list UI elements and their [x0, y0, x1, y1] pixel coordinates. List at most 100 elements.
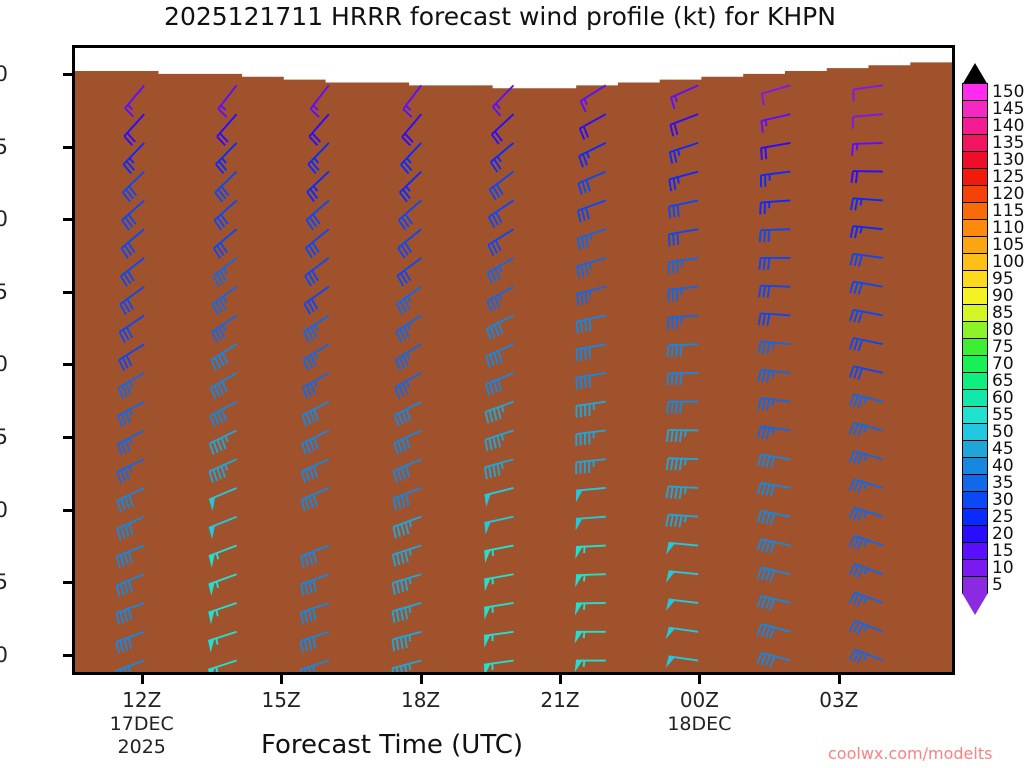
- barb-full: [674, 401, 679, 414]
- barb-full: [756, 623, 763, 636]
- barb-full: [211, 331, 219, 344]
- barb-full: [672, 178, 677, 191]
- y-axis-tick-mark: [63, 218, 72, 222]
- barb-full: [769, 513, 776, 526]
- colorbar-cell: 15: [962, 541, 1014, 561]
- barb-full: [394, 359, 402, 371]
- wind-barb: [484, 400, 514, 424]
- barb-full: [765, 484, 771, 496]
- barb-full: [667, 234, 671, 247]
- barb-full: [125, 354, 133, 367]
- barb-full: [578, 128, 586, 140]
- barb-staff: [577, 228, 607, 240]
- barb-full: [669, 124, 675, 137]
- barb-full: [310, 298, 319, 310]
- barb-full: [312, 608, 317, 621]
- barb-full: [119, 583, 125, 596]
- barb-half: [127, 104, 133, 111]
- barb-staff: [491, 113, 515, 136]
- wind-barb: [848, 619, 884, 635]
- barb-pennant: [665, 656, 675, 668]
- wind-barb: [849, 225, 883, 239]
- colorbar-cell: 80: [962, 320, 1014, 340]
- barb-staff: [392, 630, 422, 641]
- barb-half: [863, 454, 868, 461]
- barb-full: [576, 265, 581, 278]
- barb-full: [852, 536, 860, 549]
- barb-full: [857, 339, 864, 352]
- barb-half: [405, 104, 412, 111]
- barb-full: [300, 499, 306, 512]
- barb-half: [314, 324, 319, 331]
- barb-half: [771, 371, 775, 378]
- barb-full: [678, 515, 683, 528]
- barb-full: [213, 413, 220, 426]
- colorbar: 150 145 140 135 130 125 120 115 110 105 100 95 90 85 8…: [962, 82, 1024, 595]
- barb-full: [212, 247, 222, 259]
- barb-full: [123, 667, 127, 672]
- wind-barb: [757, 312, 791, 326]
- wind-barb: [393, 429, 422, 455]
- barb-full: [404, 493, 410, 506]
- wind-barb: [665, 485, 699, 500]
- wind-barb: [117, 372, 145, 400]
- barb-pennant: [484, 663, 491, 672]
- barb-full: [765, 569, 771, 581]
- colorbar-cell: 115: [962, 201, 1024, 221]
- barb-full: [492, 408, 498, 421]
- colorbar-tick-label: 70: [992, 353, 1014, 374]
- barb-full: [391, 611, 396, 624]
- barb-staff: [300, 659, 330, 671]
- wind-barb: [575, 515, 606, 531]
- barb-full: [399, 665, 403, 672]
- barb-full: [670, 429, 674, 442]
- barb-staff: [668, 285, 699, 291]
- wind-barb: [575, 314, 606, 334]
- barb-full: [303, 639, 309, 652]
- wind-barb: [208, 487, 237, 511]
- barb-full: [400, 163, 410, 175]
- barb-full: [485, 328, 492, 340]
- barb-full: [769, 627, 776, 639]
- y-axis-tick-mark: [63, 290, 72, 294]
- barb-full: [304, 275, 312, 287]
- barb-staff: [760, 425, 791, 432]
- wind-barb: [849, 337, 883, 352]
- barb-full: [849, 225, 855, 238]
- barb-full: [678, 486, 683, 500]
- wind-barb: [759, 170, 791, 188]
- barb-full: [404, 607, 409, 620]
- barb-full: [676, 204, 680, 217]
- barb-staff: [761, 623, 791, 633]
- barb-full: [765, 427, 771, 440]
- barb-staff: [396, 257, 422, 277]
- barb-half: [312, 185, 319, 192]
- barb-full: [665, 486, 670, 499]
- barb-pennant: [484, 606, 491, 620]
- barb-full: [854, 171, 859, 184]
- barb-full: [115, 641, 121, 654]
- barb-full: [219, 270, 228, 282]
- barb-full: [127, 608, 133, 621]
- colorbar-tick-label: 65: [992, 370, 1014, 391]
- barb-full: [857, 367, 864, 380]
- barb-full: [848, 591, 856, 604]
- wind-barb: [208, 429, 238, 456]
- wind-barb: [116, 458, 145, 484]
- barb-full: [670, 373, 674, 386]
- barb-staff: [117, 372, 145, 389]
- barb-full: [674, 515, 679, 528]
- barb-staff: [668, 314, 699, 319]
- barb-half: [222, 267, 228, 275]
- barb-full: [756, 510, 763, 523]
- barb-staff: [309, 84, 330, 110]
- barb-full: [672, 150, 678, 163]
- y-axis-tick-label: 975: [0, 134, 8, 159]
- barb-staff: [490, 142, 515, 163]
- barb-staff: [122, 170, 145, 193]
- wind-barb: [391, 573, 422, 595]
- y-axis-tick-mark: [63, 145, 72, 149]
- colorbar-tick-label: 80: [992, 319, 1014, 340]
- barb-half: [589, 234, 593, 241]
- barb-full: [303, 668, 307, 672]
